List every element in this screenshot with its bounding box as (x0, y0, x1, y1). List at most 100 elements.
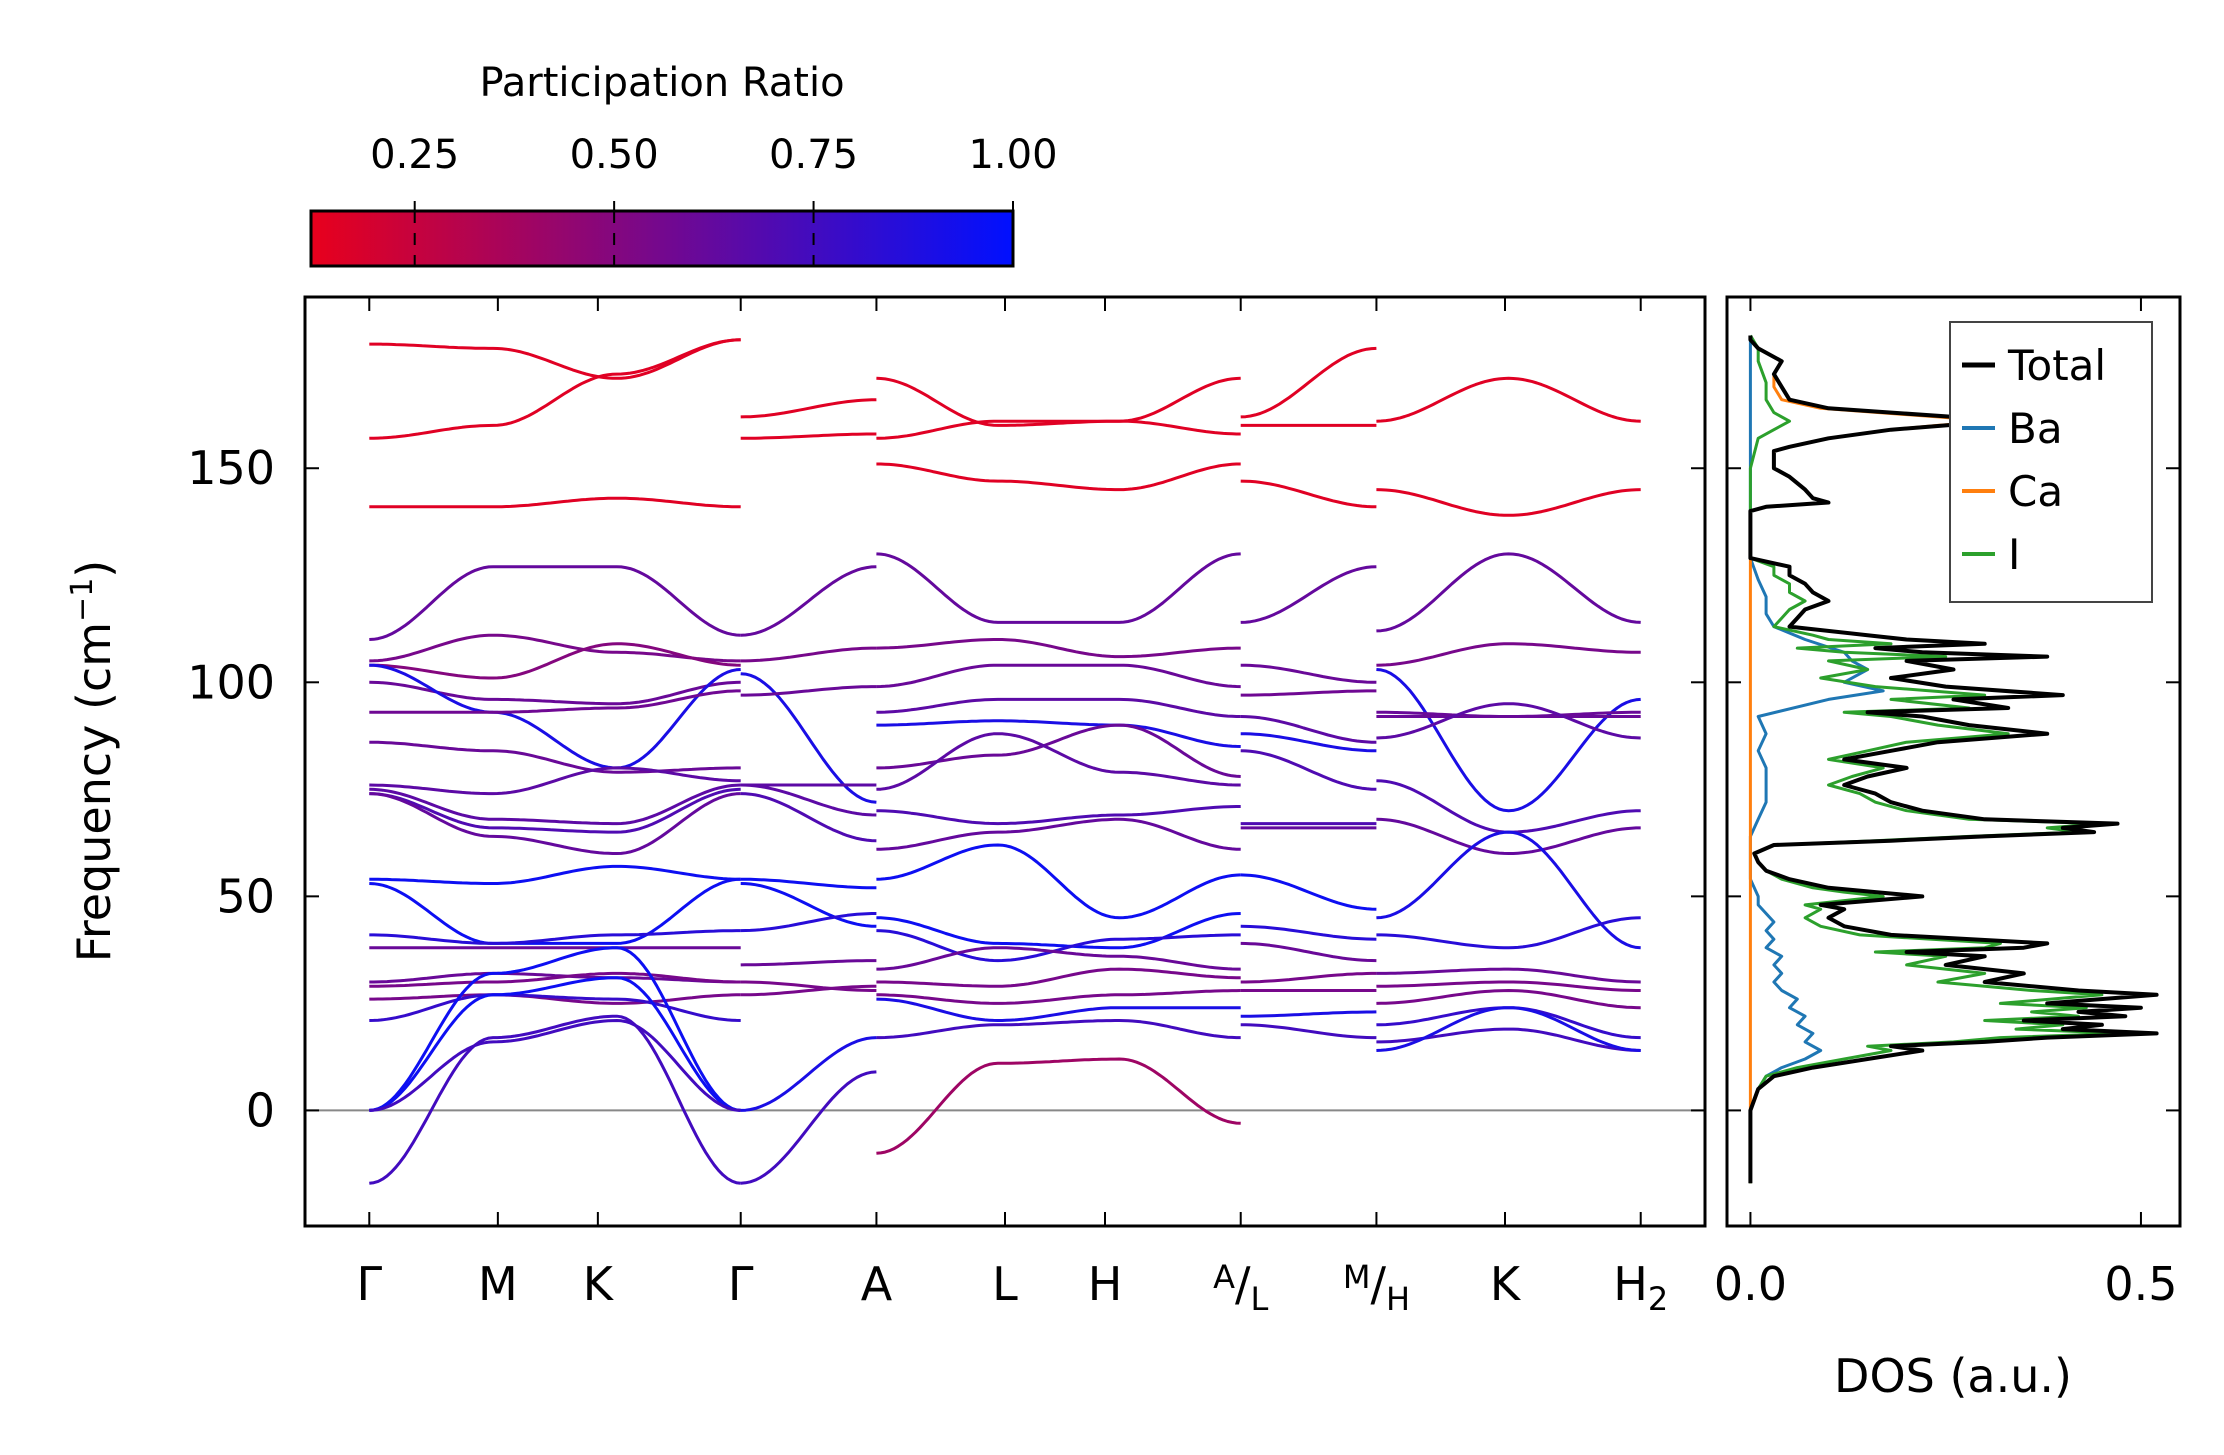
phonon-band (1376, 552, 1641, 633)
legend-label-ba: Ba (2008, 404, 2063, 453)
dos-x-tick-label: 0.0 (1714, 1257, 1787, 1311)
phonon-band (1240, 346, 1377, 419)
kpoint-label: Γ (356, 1257, 382, 1311)
phonon-band (369, 971, 741, 988)
phonon-band (369, 976, 741, 1112)
phonon-band (369, 993, 741, 1022)
phonon-band (1376, 702, 1641, 740)
colorbar-tick-label: 0.25 (370, 132, 459, 178)
kpoint-label-bottom: L (1250, 1280, 1268, 1318)
phonon-band (740, 432, 877, 440)
legend-label-i: I (2008, 530, 2020, 579)
phonon-band (876, 732, 1241, 791)
dos-x-axis-title: DOS (a.u.) (1834, 1349, 2072, 1403)
phonon-band (1240, 565, 1377, 624)
y-axis-title-superscript: −1 (65, 578, 100, 622)
phonon-band (1376, 488, 1641, 517)
kpoint-label-main: L (992, 1257, 1018, 1311)
kpoint-label-main: H (1088, 1257, 1123, 1311)
phonon-band (1376, 817, 1641, 855)
phonon-band (1240, 749, 1377, 791)
colorbar-tick-label: 0.50 (570, 132, 659, 178)
kpoint-label-main: M (478, 1257, 518, 1311)
phonon-band (369, 740, 741, 774)
y-tick-label: 0 (246, 1083, 275, 1137)
phonon-band (876, 1019, 1241, 1040)
phonon-band (876, 697, 1241, 718)
phonon-band (740, 646, 877, 663)
dos-curve-i (1748, 334, 2127, 1184)
phonon-band (369, 689, 741, 714)
phonon-band (876, 663, 1241, 689)
kpoint-label: K (1490, 1257, 1522, 1311)
kpoint-label: A (861, 1257, 893, 1311)
phonon-band (740, 792, 877, 843)
phonon-band (1376, 916, 1641, 950)
phonon-band (1240, 971, 1377, 984)
phonon-band (1240, 924, 1377, 941)
phonon-band (369, 877, 741, 945)
phonon-band (740, 1070, 877, 1185)
colorbar-tick-label: 1.00 (968, 132, 1057, 178)
phonon-band (369, 787, 741, 834)
phonon-band (369, 338, 741, 380)
phonon-band (740, 980, 877, 992)
kpoint-label: H (1088, 1257, 1123, 1311)
kpoint-label-main: K (1490, 1257, 1522, 1311)
phonon-band (876, 462, 1241, 492)
kpoint-label: M/H (1343, 1257, 1410, 1318)
kpoint-label-main: H (1613, 1257, 1648, 1311)
phonon-band (1376, 830, 1641, 950)
phonon-band (1376, 989, 1641, 1010)
phonon-band (1240, 1010, 1377, 1018)
kpoint-label-top: M (1343, 1258, 1371, 1296)
kpoint-label-slash: / (1370, 1257, 1386, 1311)
y-tick-label: 50 (216, 869, 275, 923)
kpoint-label: L (992, 1257, 1018, 1311)
phonon-band (369, 642, 741, 680)
dos-legend: Total Ba Ca I (1949, 321, 2153, 603)
phonon-band (1376, 980, 1641, 992)
y-tick-label: 150 (187, 441, 275, 495)
phonon-band (740, 882, 877, 928)
colorbar: Participation Ratio 0.25 0.50 0.75 1.00 (309, 60, 1058, 268)
phonon-band (740, 877, 877, 890)
phonon-band (369, 864, 741, 885)
phonon-band (1240, 1023, 1377, 1040)
legend-label-total: Total (2007, 341, 2106, 390)
legend-label-ca: Ca (2008, 467, 2063, 516)
kpoint-label: K (583, 1257, 615, 1311)
dispersion-frame (303, 295, 1707, 1228)
kpoint-label: M (478, 1257, 518, 1311)
phonon-band (369, 663, 741, 770)
phonon-band (876, 929, 1241, 963)
phonon-band (876, 805, 1241, 826)
kpoint-label-slash: / (1235, 1257, 1251, 1311)
phonon-band (876, 638, 1241, 659)
phonon-band (369, 993, 741, 1005)
colorbar-tick-label: 0.75 (769, 132, 858, 178)
phonon-band (369, 633, 741, 663)
kpoint-label-subscript: 2 (1648, 1280, 1668, 1318)
phonon-band (740, 959, 877, 967)
phonon-band (1376, 642, 1641, 667)
phonon-band (1376, 668, 1641, 813)
phonon-band (740, 984, 877, 997)
phonon-band (876, 419, 1241, 440)
kpoint-label-top: A (1213, 1258, 1235, 1296)
phonon-band (1240, 479, 1377, 509)
phonon-band (1376, 376, 1641, 423)
phonon-band (1240, 715, 1377, 744)
dos-panel: 0.0 0.5 DOS (a.u.) Total Ba Ca I (1714, 295, 2182, 1403)
phonon-band (740, 783, 877, 817)
y-axis-title: Frequency (cm−1) (65, 560, 121, 963)
y-axis-title-main: Frequency (cm (67, 622, 121, 962)
phonon-band (876, 376, 1241, 427)
kpoint-label: Γ (728, 1257, 754, 1311)
phonon-band (1240, 873, 1377, 911)
phonon-band (1240, 663, 1377, 684)
colorbar-gradient (309, 209, 1015, 268)
phonon-band (876, 817, 1241, 851)
